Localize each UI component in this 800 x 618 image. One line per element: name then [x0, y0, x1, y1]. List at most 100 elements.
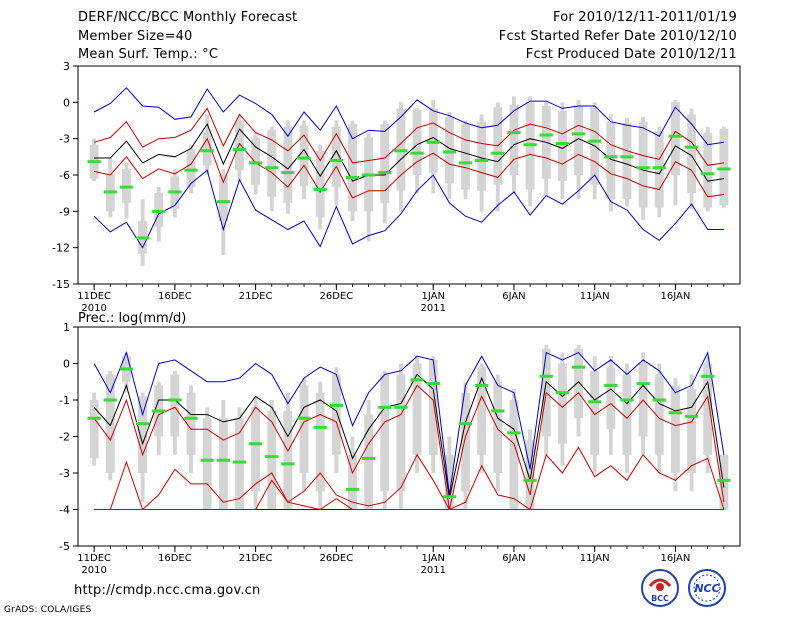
ncc-logo-inner-ring: [693, 574, 721, 602]
median-marker: [652, 398, 666, 402]
median-marker: [717, 478, 731, 482]
inner-upper-line: [93, 107, 724, 166]
box-iqr: [412, 363, 422, 455]
y-tick-label: 0: [63, 96, 70, 109]
median-marker: [103, 398, 117, 402]
median-marker: [571, 365, 586, 369]
median-marker: [442, 150, 457, 154]
median-marker: [87, 160, 101, 164]
box-iqr: [267, 130, 277, 197]
x-tick-label: 16JAN: [661, 553, 691, 564]
y-tick-label: -6: [59, 169, 70, 182]
median-marker: [604, 383, 618, 387]
x-tick-label: 1JAN: [421, 291, 444, 302]
box-iqr: [574, 105, 583, 175]
box-iqr: [186, 392, 196, 455]
box-iqr: [428, 359, 438, 455]
median-marker: [361, 173, 376, 177]
median-marker: [539, 133, 553, 137]
chart-title: DERF/NCC/BCC Monthly Forecast: [78, 10, 298, 25]
box-iqr: [557, 363, 567, 444]
box-iqr: [89, 400, 99, 459]
median-marker: [281, 462, 295, 466]
median-marker: [426, 140, 440, 144]
median-marker: [119, 185, 134, 189]
variable-label: Mean Surf. Temp.: °C: [78, 47, 219, 62]
box-iqr: [283, 126, 293, 203]
forecast-produced-date: Fcst Produced Date 2010/12/11: [525, 47, 737, 62]
box-iqr: [574, 348, 583, 419]
box-iqr: [348, 454, 357, 510]
median-marker: [684, 414, 699, 418]
x-tick-label: 16JAN: [661, 291, 691, 302]
box-iqr: [251, 407, 261, 492]
forecast-period: For 2010/12/11-2011/01/19: [553, 10, 737, 25]
median-marker: [378, 171, 392, 175]
x-tick-year-label: 2011: [420, 565, 445, 576]
median-marker: [119, 367, 134, 371]
y-tick-label: -2: [59, 431, 70, 444]
box-iqr: [638, 121, 648, 208]
median-marker: [604, 155, 618, 159]
box-iqr: [606, 121, 616, 200]
box-iqr: [412, 109, 422, 175]
median-marker: [491, 409, 505, 413]
median-marker: [152, 409, 166, 413]
bcc-logo: BCC: [641, 569, 679, 607]
median-marker: [684, 145, 699, 149]
median-marker: [394, 149, 408, 153]
median-marker: [184, 168, 198, 172]
x-tick-year-label: 2010: [81, 303, 106, 314]
x-tick-label: 6JAN: [502, 553, 525, 564]
ensemble-mean-line: [94, 123, 724, 182]
box-iqr: [461, 124, 470, 190]
y-tick-label: 0: [63, 358, 70, 371]
box-iqr: [590, 370, 600, 455]
box-iqr: [315, 392, 325, 492]
median-marker: [717, 167, 731, 171]
grads-credit: GrADS: COLA/IGES: [4, 605, 92, 615]
x-tick-year-label: 2011: [420, 303, 445, 314]
box-iqr: [622, 374, 632, 455]
median-marker: [668, 411, 683, 415]
median-marker: [491, 151, 505, 155]
outer-upper-line: [93, 87, 724, 146]
inner-lower-line: [93, 137, 724, 199]
box-iqr: [703, 363, 713, 455]
median-marker: [281, 171, 295, 175]
box-iqr: [493, 381, 503, 473]
median-marker: [216, 458, 230, 462]
median-marker: [200, 149, 214, 153]
median-marker: [410, 151, 424, 155]
x-tick-label: 16DEC: [158, 291, 192, 302]
median-marker: [152, 209, 166, 213]
box-iqr: [380, 124, 390, 203]
box-iqr: [703, 132, 713, 208]
box-iqr: [202, 418, 212, 510]
box-iqr: [428, 108, 438, 173]
box-iqr: [477, 121, 487, 191]
median-marker: [539, 374, 553, 378]
box-iqr: [186, 149, 196, 188]
median-marker: [265, 166, 279, 170]
median-marker: [248, 442, 263, 446]
box-iqr: [670, 385, 680, 473]
x-tick-label: 11JAN: [580, 553, 610, 564]
box-iqr: [267, 410, 277, 510]
inner-upper-line: [93, 384, 725, 510]
box-iqr: [557, 110, 567, 182]
x-tick-label: 26DEC: [319, 291, 353, 302]
median-marker: [232, 148, 247, 152]
outer-upper-line: [93, 350, 725, 495]
median-marker: [426, 382, 440, 386]
median-marker: [87, 416, 101, 420]
median-marker: [216, 200, 230, 204]
median-marker: [555, 142, 570, 146]
y-tick-label: -3: [59, 467, 70, 480]
y-tick-label: -15: [52, 278, 70, 291]
box-iqr: [622, 122, 632, 200]
source-url[interactable]: http://cmdp.ncc.cma.gov.cn: [74, 583, 261, 598]
member-size-label: Member Size=40: [78, 29, 193, 44]
box-iqr: [477, 367, 487, 455]
